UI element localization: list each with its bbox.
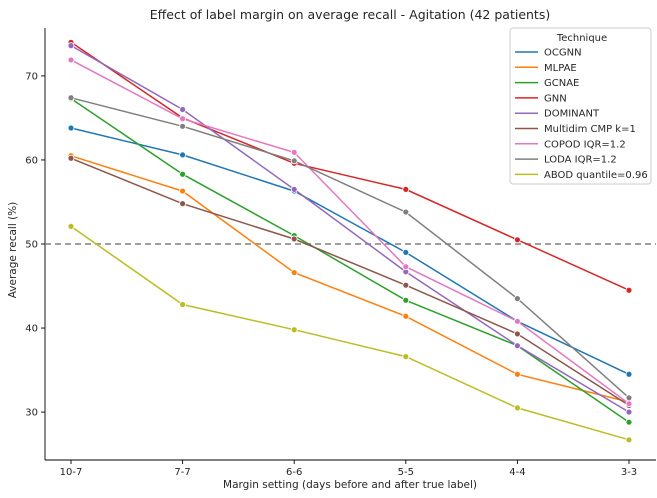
x-tick-label: 3-3 <box>621 467 637 478</box>
legend-entry: DOMINANT <box>515 109 600 120</box>
x-tick-label: 7-7 <box>174 467 190 478</box>
y-tick-label: 30 <box>25 408 38 419</box>
data-point <box>625 394 633 402</box>
data-point <box>179 200 187 208</box>
data-point <box>67 42 75 50</box>
legend-label: DOMINANT <box>544 109 600 120</box>
data-point <box>290 235 298 243</box>
data-point <box>514 342 521 350</box>
series-loda-iqr-1-2 <box>67 94 633 402</box>
y-tick-label: 70 <box>25 71 38 82</box>
legend-label: MLPAE <box>544 63 577 74</box>
legend-label: Multidim CMP k=1 <box>544 124 636 135</box>
data-point <box>290 269 298 276</box>
data-point <box>290 185 298 193</box>
series-copod-iqr-1-2 <box>67 56 633 408</box>
data-point <box>179 106 187 113</box>
data-point <box>625 370 633 378</box>
series-line <box>70 97 630 423</box>
y-tick-label: 50 <box>25 240 38 251</box>
chart-title: Effect of label margin on average recall… <box>150 7 550 22</box>
legend-frame <box>509 27 652 185</box>
data-point <box>67 124 75 132</box>
legend-label: COPOD IQR=1.2 <box>544 139 626 150</box>
data-point <box>402 312 410 320</box>
data-point <box>625 286 633 294</box>
legend-label: LODA IQR=1.2 <box>544 155 617 166</box>
data-point <box>179 151 187 159</box>
legend-entry: GNN <box>515 93 567 104</box>
legend-label: GCNAE <box>544 78 579 89</box>
series-line <box>70 127 630 375</box>
data-point <box>290 157 298 165</box>
x-tick-label: 5-5 <box>398 467 414 478</box>
legend-entry: MLPAE <box>515 63 577 74</box>
data-point <box>514 330 521 338</box>
x-tick-label: 10-7 <box>60 467 83 478</box>
data-point <box>179 187 187 195</box>
data-point <box>67 56 75 64</box>
series-layer <box>67 38 633 444</box>
series-line <box>70 225 630 441</box>
data-point <box>514 295 521 303</box>
series-dominant <box>67 42 633 416</box>
data-point <box>402 353 410 361</box>
data-point <box>402 208 410 216</box>
legend: Technique OCGNN MLPAE GCNAE GNN DOMINANT Mult… <box>509 27 652 185</box>
y-tick-label: 60 <box>25 155 38 166</box>
series-multidim-cmp-k-1 <box>67 154 633 409</box>
data-point <box>402 185 410 193</box>
data-point <box>514 317 521 325</box>
series-line <box>70 155 630 403</box>
data-point <box>402 296 410 304</box>
data-point <box>402 281 410 289</box>
data-point <box>179 115 187 123</box>
data-point <box>179 170 187 178</box>
data-point <box>625 408 633 416</box>
data-point <box>179 122 187 130</box>
data-point <box>290 326 298 334</box>
data-point <box>625 418 633 426</box>
legend-label: OCGNN <box>544 48 582 59</box>
x-axis-label: Margin setting (days before and after tr… <box>223 479 477 491</box>
series-line <box>70 157 630 407</box>
y-axis-label: Average recall (%) <box>7 202 19 299</box>
legend-label: ABOD quantile=0.96 <box>544 170 648 181</box>
legend-label: GNN <box>544 93 567 104</box>
data-point <box>402 263 410 271</box>
data-point <box>514 236 521 244</box>
legend-entry: Multidim CMP k=1 <box>515 124 636 135</box>
series-line <box>70 59 630 405</box>
legend-items: OCGNN MLPAE GCNAE GNN DOMINANT Multidim CMP k… <box>515 48 648 181</box>
data-point <box>402 249 410 256</box>
series-line <box>70 44 630 413</box>
series-line <box>70 97 630 399</box>
data-point <box>514 404 521 412</box>
legend-entry: LODA IQR=1.2 <box>515 155 617 166</box>
x-tick-label: 6-6 <box>286 467 302 478</box>
x-tick-label: 4-4 <box>509 467 525 478</box>
series-abod-quantile-0-96 <box>67 222 633 444</box>
y-tick-label: 40 <box>25 324 38 335</box>
data-point <box>67 222 75 230</box>
data-point <box>625 400 633 408</box>
legend-entry: GCNAE <box>515 78 579 89</box>
data-point <box>625 436 633 444</box>
data-point <box>179 301 187 308</box>
data-point <box>514 370 521 378</box>
legend-title: Technique <box>556 33 607 44</box>
legend-entry: OCGNN <box>515 48 582 59</box>
legend-entry: ABOD quantile=0.96 <box>515 170 648 181</box>
data-point <box>67 94 75 102</box>
axis-ticks: 30 40 50 60 70 10-7 7-7 6-6 5-5 4-4 3-3 <box>25 71 637 478</box>
data-point <box>67 154 75 162</box>
series-line <box>70 41 630 291</box>
data-point <box>290 148 298 156</box>
legend-entry: COPOD IQR=1.2 <box>515 139 626 150</box>
